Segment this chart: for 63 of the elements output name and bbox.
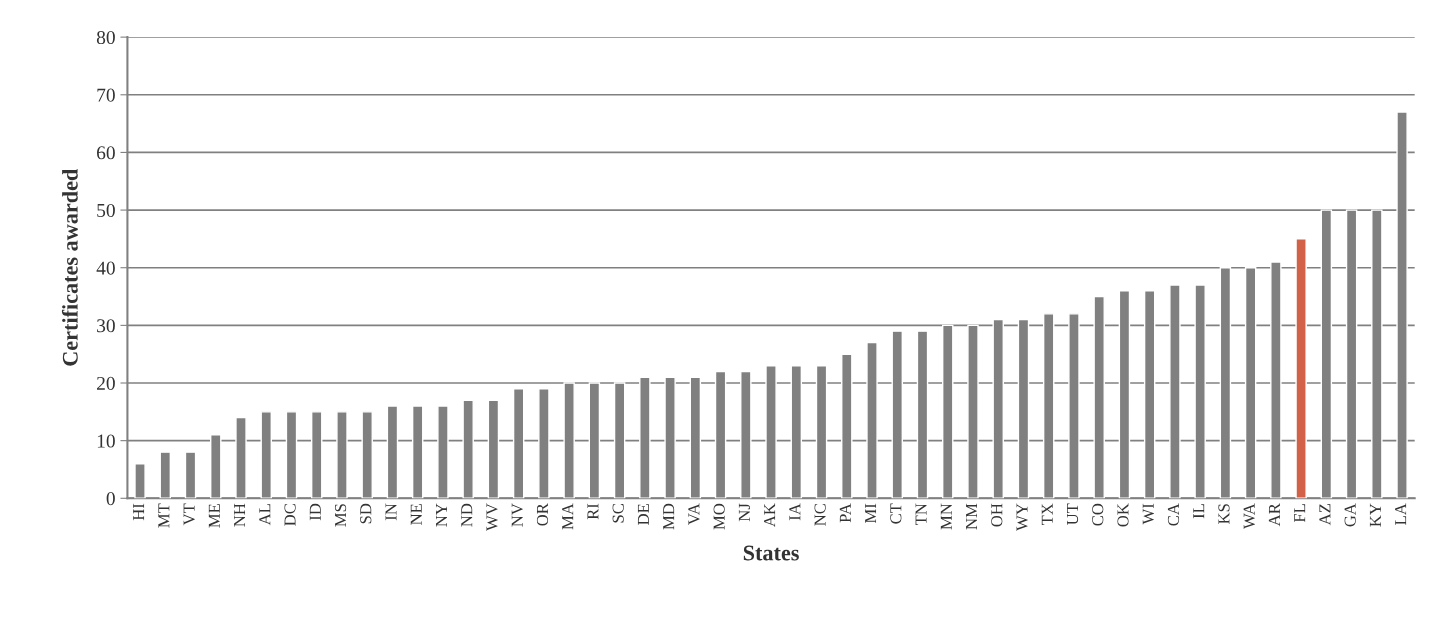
y-tick-label: 40 bbox=[96, 261, 115, 275]
x-tick-label: NJ bbox=[738, 503, 750, 522]
x-tick-label: GA bbox=[1344, 503, 1356, 527]
x-tick-label: MA bbox=[562, 503, 574, 530]
x-tick-label: AR bbox=[1268, 503, 1280, 527]
x-tick-label: VA bbox=[688, 503, 700, 525]
x-tick-label: NE bbox=[410, 503, 422, 525]
y-tick-label: 20 bbox=[97, 376, 115, 390]
x-tick-label: RI bbox=[587, 503, 599, 520]
x-tick-label: SC bbox=[612, 504, 624, 523]
x-tick-label: FL bbox=[1294, 504, 1306, 523]
y-axis-title: Certificates awarded bbox=[61, 168, 78, 366]
x-tick-label: NM bbox=[966, 503, 977, 530]
x-tick-label: KY bbox=[1369, 503, 1381, 527]
y-tick-label: 70 bbox=[97, 88, 115, 102]
x-tick-label: WV bbox=[486, 503, 498, 531]
x-tick-label: SD bbox=[360, 503, 372, 524]
x-tick-label: DE bbox=[637, 503, 649, 525]
x-tick-label: WA bbox=[1243, 503, 1255, 530]
x-tick-label: TN bbox=[915, 503, 927, 526]
x-tick-label: KS bbox=[1218, 504, 1230, 524]
y-tick-label: 10 bbox=[97, 434, 115, 448]
x-tick-label: OR bbox=[536, 503, 549, 526]
x-tick-label: NH bbox=[234, 503, 246, 527]
x-tick-label: MT bbox=[158, 503, 170, 528]
x-tick-label: DC bbox=[284, 504, 296, 526]
x-tick-label: OK bbox=[1117, 503, 1129, 527]
x-tick-label: MO bbox=[713, 503, 725, 530]
x-tick-label: AK bbox=[764, 503, 776, 528]
y-tick-label: 0 bbox=[106, 492, 115, 506]
x-tick-label: IA bbox=[789, 503, 801, 521]
x-tick-label: WI bbox=[1142, 503, 1154, 525]
x-tick-label: PA bbox=[839, 503, 851, 523]
x-tick-label: AZ bbox=[1319, 504, 1331, 526]
y-tick-label: 60 bbox=[97, 146, 115, 160]
x-tick-label: MI bbox=[865, 503, 877, 524]
x-tick-label: OH bbox=[991, 503, 1003, 527]
x-tick-label: ID bbox=[309, 503, 321, 521]
x-tick-label: CA bbox=[1167, 503, 1180, 526]
x-tick-label: IL bbox=[1193, 504, 1205, 519]
x-tick-label: WY bbox=[1016, 503, 1028, 531]
x-tick-label: CO bbox=[1092, 503, 1104, 526]
x-tick-label: MS bbox=[334, 504, 347, 527]
x-tick-label: NC bbox=[814, 504, 826, 526]
x-tick-label: ME bbox=[208, 503, 220, 528]
x-axis-title: States bbox=[743, 545, 799, 561]
x-tick-label: AL bbox=[259, 504, 271, 526]
x-tick-label: NY bbox=[436, 503, 447, 527]
y-tick-label: 80 bbox=[96, 30, 115, 45]
x-tick-label: ND bbox=[461, 503, 473, 527]
bar bbox=[1295, 238, 1307, 499]
x-tick-label: MD bbox=[663, 503, 675, 530]
x-tick-label: MN bbox=[940, 503, 952, 530]
x-tick-label: NV bbox=[511, 503, 523, 527]
x-tick-label: CT bbox=[890, 503, 902, 524]
x-tick-label: UT bbox=[1067, 503, 1079, 526]
x-tick-label: IN bbox=[385, 503, 397, 521]
y-tick-label: 50 bbox=[97, 203, 115, 218]
x-tick-label: TX bbox=[1041, 503, 1053, 526]
x-tick-label: LA bbox=[1395, 503, 1407, 525]
y-tick-label: 30 bbox=[97, 319, 115, 333]
x-tick-label: HI bbox=[133, 503, 145, 521]
x-tick-label: VT bbox=[183, 503, 195, 526]
